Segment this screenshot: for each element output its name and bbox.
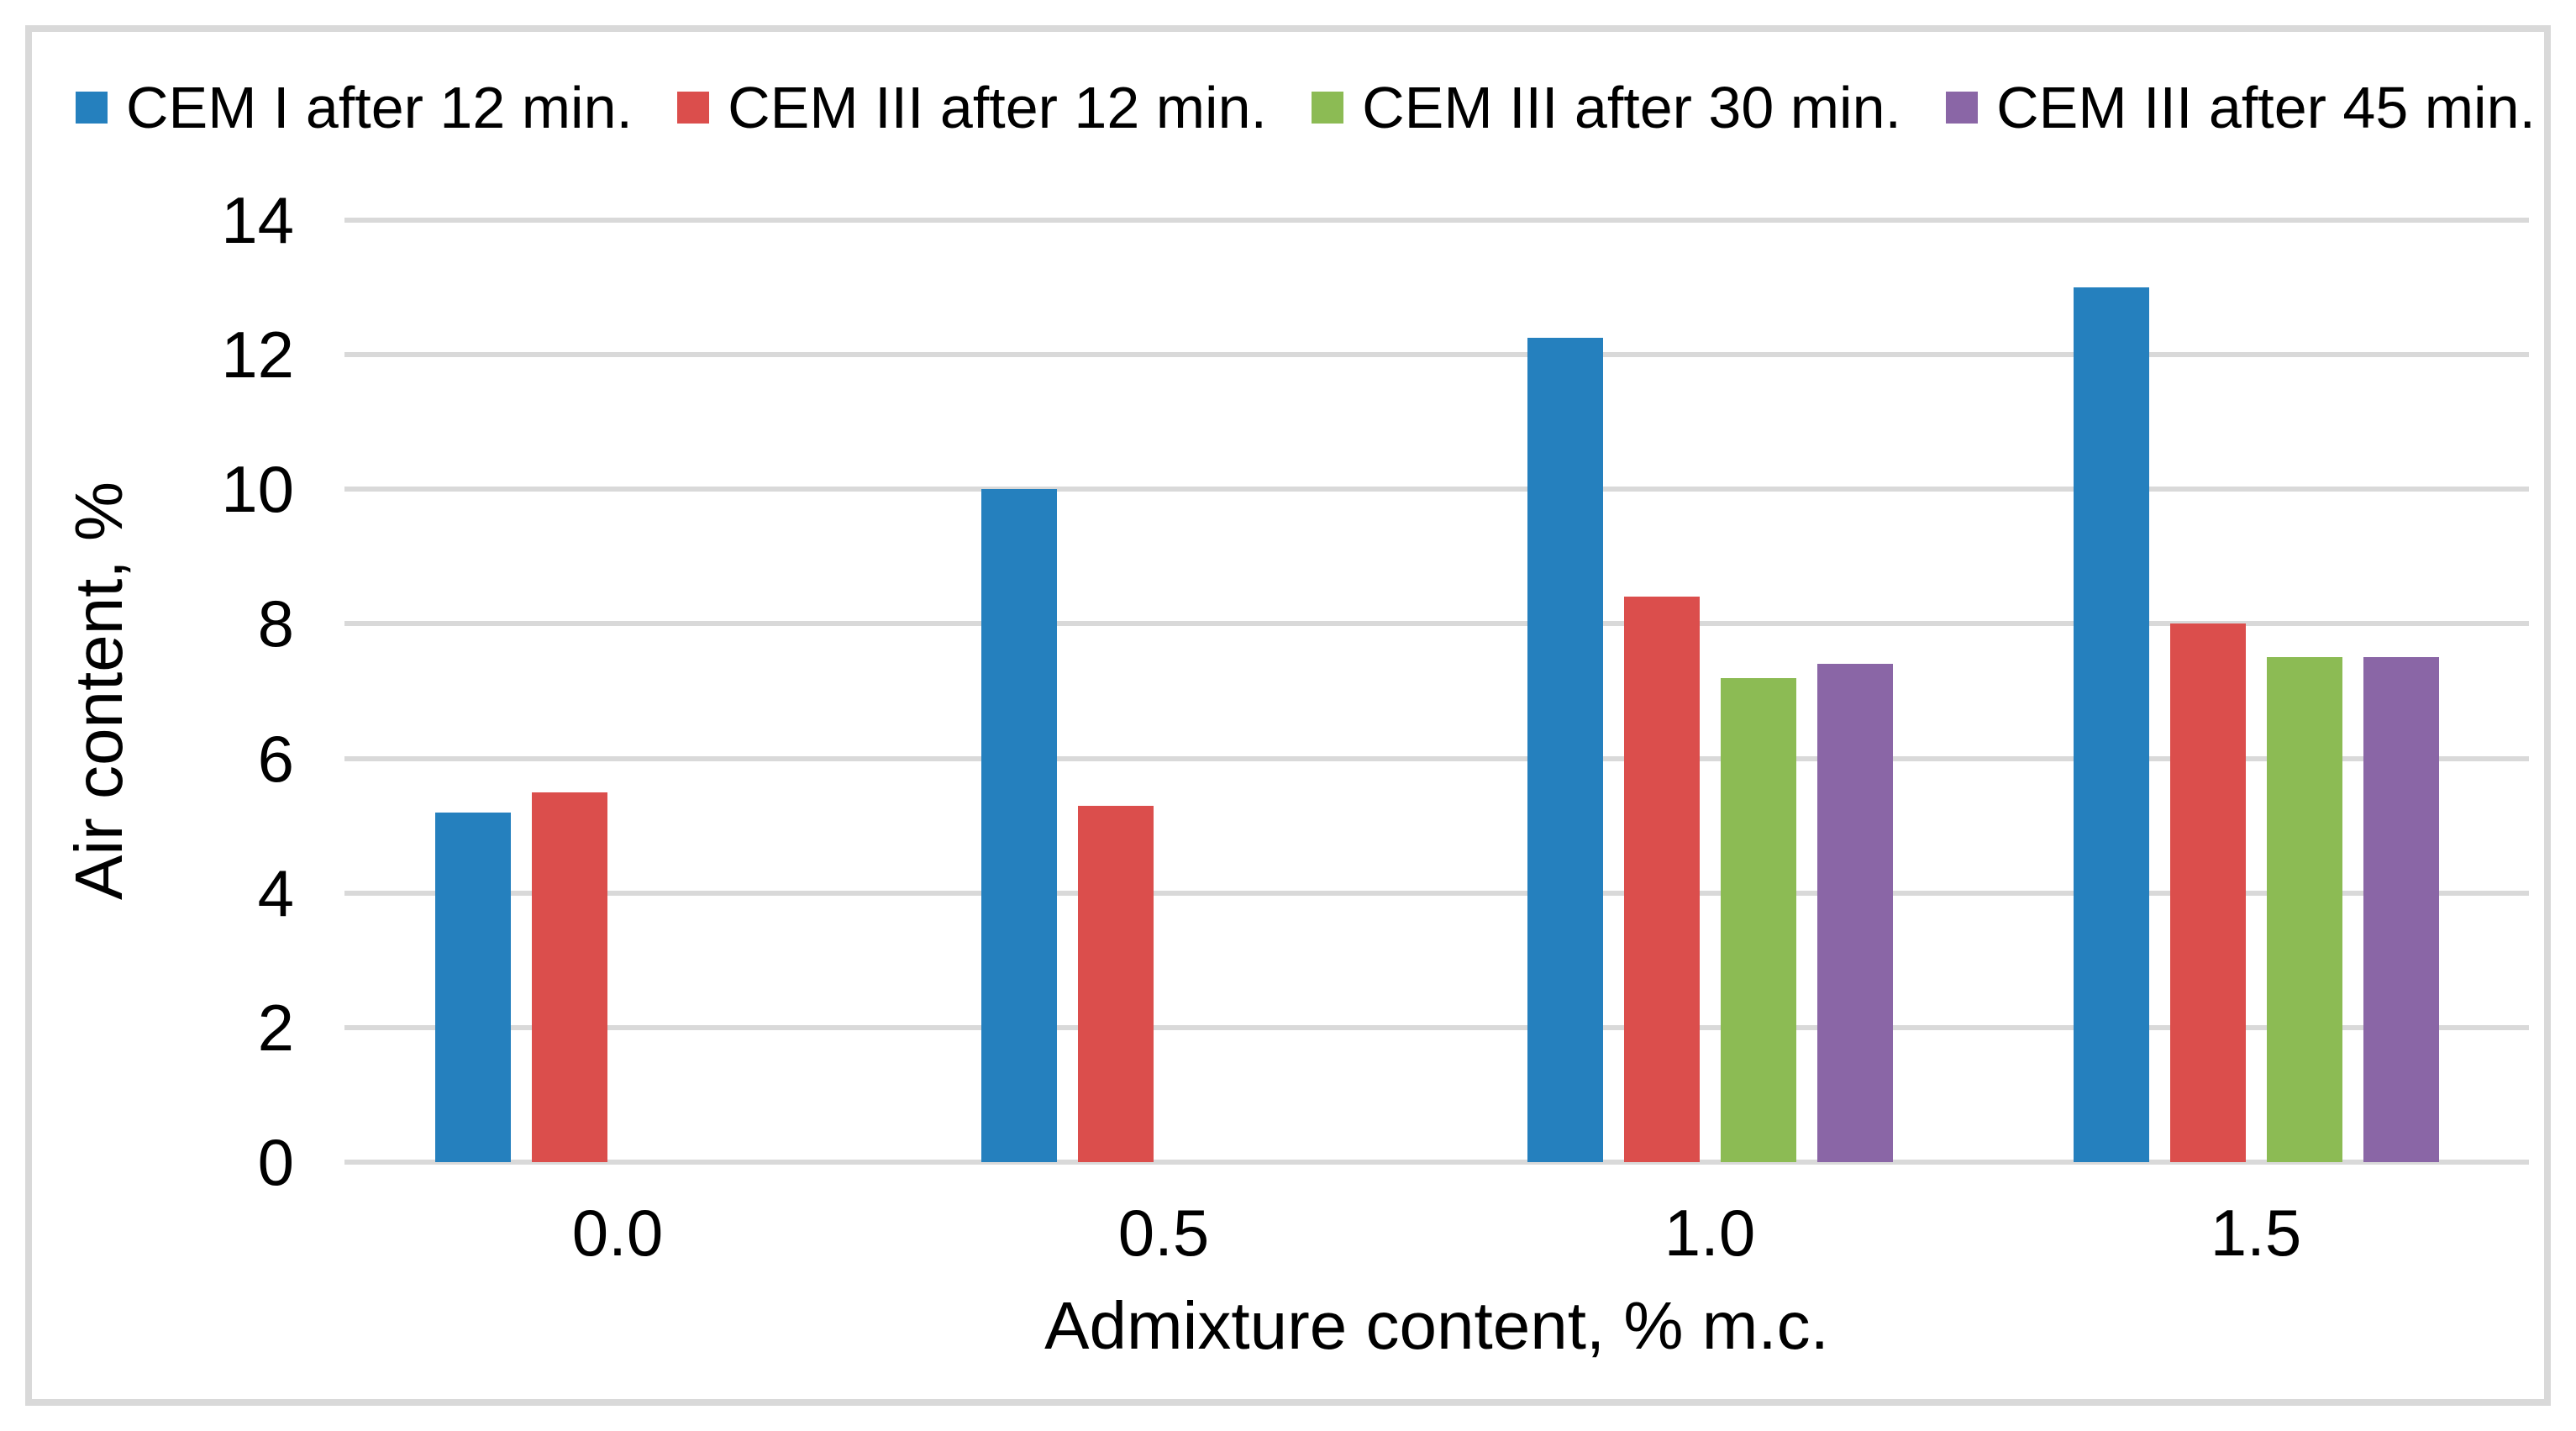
bar-1.5-series-0 [2073, 287, 2149, 1162]
gridline-4 [344, 890, 2529, 896]
bar-1.5-series-2 [2266, 657, 2342, 1162]
gridline-0 [344, 1160, 2529, 1165]
y-tick-label-2: 2 [257, 990, 294, 1065]
legend-item-3: CEM III after 45 min. [1946, 78, 2536, 137]
y-tick-label-8: 8 [257, 587, 294, 661]
legend-label: CEM I after 12 min. [126, 75, 633, 140]
legend-swatch-icon [76, 92, 108, 124]
plot-area [344, 218, 2529, 1165]
legend-item-1: CEM III after 12 min. [677, 78, 1267, 137]
legend-swatch-icon [1312, 92, 1344, 124]
y-axis-title: Air content, % [61, 481, 136, 901]
bar-1.0-series-0 [1527, 338, 1603, 1162]
bar-0.5-series-1 [1077, 805, 1154, 1162]
y-tick-label-12: 12 [221, 318, 294, 392]
x-tick-label-1.5: 1.5 [2210, 1196, 2302, 1270]
bar-1.5-series-3 [2363, 657, 2439, 1162]
legend-item-0: CEM I after 12 min. [76, 78, 633, 137]
bar-0.0-series-0 [434, 812, 511, 1162]
legend-label: CEM III after 45 min. [1996, 75, 2536, 140]
gridline-2 [344, 1024, 2529, 1030]
x-axis-title: Admixture content, % m.c. [1044, 1288, 1829, 1363]
gridline-6 [344, 755, 2529, 761]
legend: CEM I after 12 min. CEM III after 12 min.… [76, 61, 2536, 155]
legend-item-2: CEM III after 30 min. [1312, 78, 1901, 137]
y-tick-label-0: 0 [257, 1125, 294, 1199]
bar-1.0-series-2 [1720, 677, 1796, 1162]
bar-1.0-series-1 [1623, 597, 1700, 1162]
gridline-8 [344, 621, 2529, 627]
bar-1.5-series-1 [2169, 623, 2246, 1162]
y-tick-label-14: 14 [221, 183, 294, 257]
legend-swatch-icon [677, 92, 710, 124]
x-tick-label-1.0: 1.0 [1664, 1196, 1756, 1270]
gridline-10 [344, 487, 2529, 492]
gridline-14 [344, 218, 2529, 223]
gridline-12 [344, 352, 2529, 358]
y-tick-label-10: 10 [221, 452, 294, 527]
legend-label: CEM III after 12 min. [728, 75, 1267, 140]
x-tick-label-0.0: 0.0 [571, 1196, 664, 1270]
x-tick-label-0.5: 0.5 [1117, 1196, 1210, 1270]
bar-0.5-series-0 [980, 489, 1057, 1162]
bar-1.0-series-3 [1816, 664, 1893, 1162]
bar-0.0-series-1 [531, 792, 607, 1162]
y-tick-label-4: 4 [257, 855, 294, 930]
y-tick-label-6: 6 [257, 721, 294, 796]
legend-swatch-icon [1946, 92, 1979, 124]
legend-label: CEM III after 30 min. [1362, 75, 1901, 140]
